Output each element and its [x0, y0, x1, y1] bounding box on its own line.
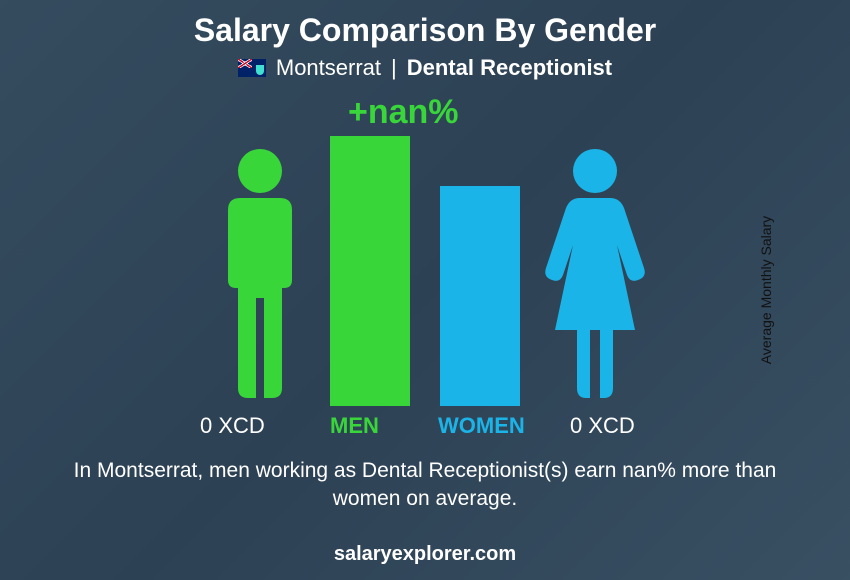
page-title: Salary Comparison By Gender	[0, 12, 850, 49]
summary-text: In Montserrat, men working as Dental Rec…	[0, 457, 850, 514]
flag-icon	[238, 59, 266, 77]
men-label: MEN	[330, 413, 379, 439]
y-axis-label: Average Monthly Salary	[758, 216, 774, 364]
chart: +nan% 0 XCD MEN WOMEN 0 XCD	[0, 91, 850, 461]
bar-women	[440, 186, 520, 406]
subtitle: Montserrat | Dental Receptionist	[0, 55, 850, 81]
women-label: WOMEN	[438, 413, 525, 439]
footer-source: salaryexplorer.com	[0, 543, 850, 566]
percent-diff-label: +nan%	[348, 93, 459, 132]
header: Salary Comparison By Gender Montserrat |…	[0, 0, 850, 81]
women-value-label: 0 XCD	[570, 413, 635, 439]
job-title: Dental Receptionist	[407, 55, 612, 81]
bar-men	[330, 136, 410, 406]
men-value-label: 0 XCD	[200, 413, 265, 439]
woman-icon	[540, 146, 650, 406]
separator: |	[391, 55, 397, 81]
country-name: Montserrat	[276, 55, 381, 81]
man-icon	[210, 146, 310, 406]
